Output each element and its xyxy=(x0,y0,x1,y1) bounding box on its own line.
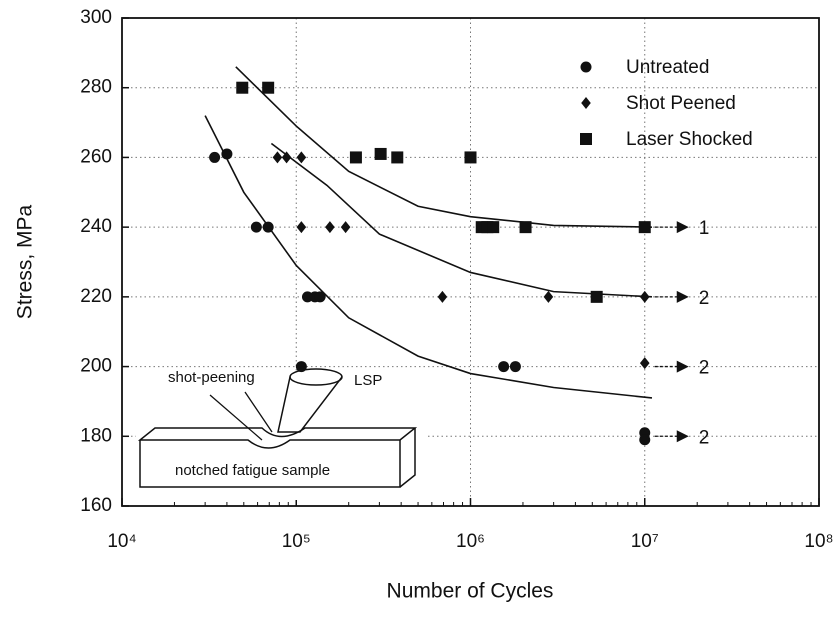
fit-curve xyxy=(270,142,653,298)
marker xyxy=(296,151,307,164)
marker xyxy=(281,151,292,164)
y-tick-label: 240 xyxy=(80,216,112,237)
lsp-cone xyxy=(277,376,343,433)
x-tick-label: 10⁶ xyxy=(456,531,485,552)
shot-arrows xyxy=(209,391,273,441)
plot-frame xyxy=(121,17,820,507)
runout-head xyxy=(676,290,689,303)
inset: shot-peening LSP notched fatigue sample xyxy=(136,368,426,500)
y-tick-label: 280 xyxy=(80,77,112,98)
legend-marker xyxy=(580,133,592,145)
marker xyxy=(272,151,283,164)
legend-marker xyxy=(580,61,592,73)
inset-label: notched fatigue sample xyxy=(175,462,330,479)
runout-head xyxy=(676,221,689,234)
inset-label: LSP xyxy=(354,372,382,389)
marker xyxy=(391,151,404,164)
legend-label: Shot Peened xyxy=(626,93,736,114)
marker xyxy=(340,221,351,234)
marker xyxy=(374,147,387,160)
sample-front xyxy=(139,440,401,488)
runout-head xyxy=(676,360,689,373)
inset-label: shot-peening xyxy=(168,369,255,386)
marker xyxy=(498,361,510,373)
marker xyxy=(325,221,335,234)
marker xyxy=(314,291,326,303)
marker xyxy=(262,81,275,94)
marker xyxy=(487,221,500,234)
fit-curve xyxy=(204,115,653,399)
marker xyxy=(296,221,307,234)
marker xyxy=(519,221,532,234)
runout-label: 1 xyxy=(699,218,710,239)
y-axis-label: Stress, MPa xyxy=(14,205,37,320)
marker xyxy=(437,290,448,303)
marker xyxy=(295,361,307,373)
runout-label: 2 xyxy=(699,427,710,448)
y-tick-label: 160 xyxy=(80,495,112,516)
y-tick-label: 300 xyxy=(80,7,112,28)
marker xyxy=(639,434,651,446)
marker xyxy=(262,221,274,233)
marker xyxy=(639,290,650,303)
y-tick-label: 180 xyxy=(80,425,112,446)
runout-label: 2 xyxy=(699,358,710,379)
legend-marker xyxy=(581,97,591,109)
marker xyxy=(638,221,651,234)
x-tick-label: 10⁴ xyxy=(107,531,136,552)
x-tick-label: 10⁸ xyxy=(804,531,833,552)
fit-curve xyxy=(235,66,652,228)
x-axis-label: Number of Cycles xyxy=(387,580,554,603)
marker xyxy=(250,221,262,233)
marker xyxy=(590,290,603,303)
legend-label: Untreated xyxy=(626,57,709,78)
runout-head xyxy=(676,430,689,443)
y-tick-label: 200 xyxy=(80,356,112,377)
marker xyxy=(464,151,477,164)
marker xyxy=(349,151,362,164)
marker xyxy=(509,361,521,373)
marker xyxy=(221,148,233,160)
sample-side xyxy=(399,428,416,488)
y-tick-label: 260 xyxy=(80,146,112,167)
y-tick-label: 220 xyxy=(80,286,112,307)
legend-label: Laser Shocked xyxy=(626,129,753,150)
x-tick-label: 10⁵ xyxy=(282,531,311,552)
x-tick-label: 10⁷ xyxy=(631,531,659,552)
runout-label: 2 xyxy=(699,288,710,309)
marker xyxy=(543,290,554,303)
marker xyxy=(639,357,650,370)
marker xyxy=(209,151,221,163)
marker xyxy=(236,81,249,94)
lsp-nozzle xyxy=(289,368,343,386)
